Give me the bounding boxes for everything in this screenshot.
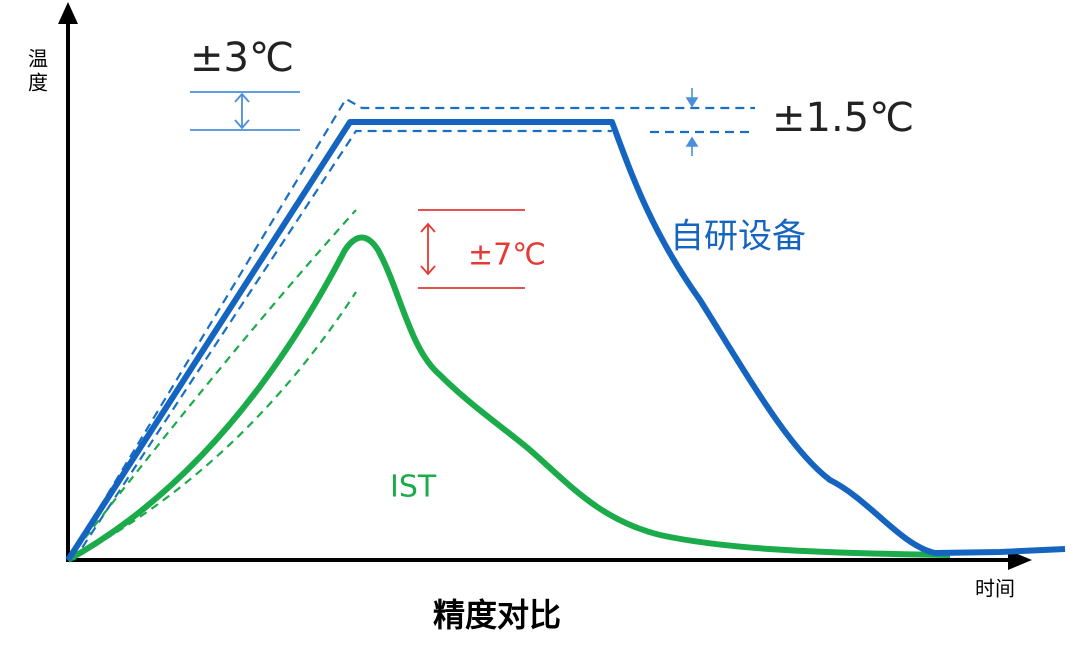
blue-lower xyxy=(73,129,612,561)
y-axis-label: 温 xyxy=(28,47,48,71)
ist-curve xyxy=(66,234,951,563)
series-label: IST xyxy=(390,470,437,505)
annotation: ±3℃ xyxy=(190,35,294,81)
annotation: ±7℃ xyxy=(468,238,546,273)
bracket-arrow xyxy=(420,222,436,276)
axes xyxy=(58,2,1032,570)
green-tolerance xyxy=(67,209,357,561)
arrow-head xyxy=(685,97,699,108)
arrow-head xyxy=(685,136,699,147)
x-axis-label: 时间 xyxy=(975,577,1015,601)
series-label: 自研设备 xyxy=(670,217,806,257)
bracket-7 xyxy=(418,209,525,289)
blue-upper xyxy=(67,97,755,561)
own-device-curve xyxy=(65,119,1066,562)
blue-tolerance xyxy=(67,97,755,561)
bracket-1-5 xyxy=(685,88,699,156)
annotation: ±1.5℃ xyxy=(772,95,914,141)
y-arrow xyxy=(58,2,78,24)
x-arrow xyxy=(1008,550,1032,570)
y-axis-label: 度 xyxy=(28,71,48,95)
bracket-arrow xyxy=(234,92,250,130)
bracket-3 xyxy=(190,91,300,131)
green-upper xyxy=(67,209,357,561)
green-lower xyxy=(67,291,357,561)
title: 精度对比 xyxy=(433,596,561,634)
